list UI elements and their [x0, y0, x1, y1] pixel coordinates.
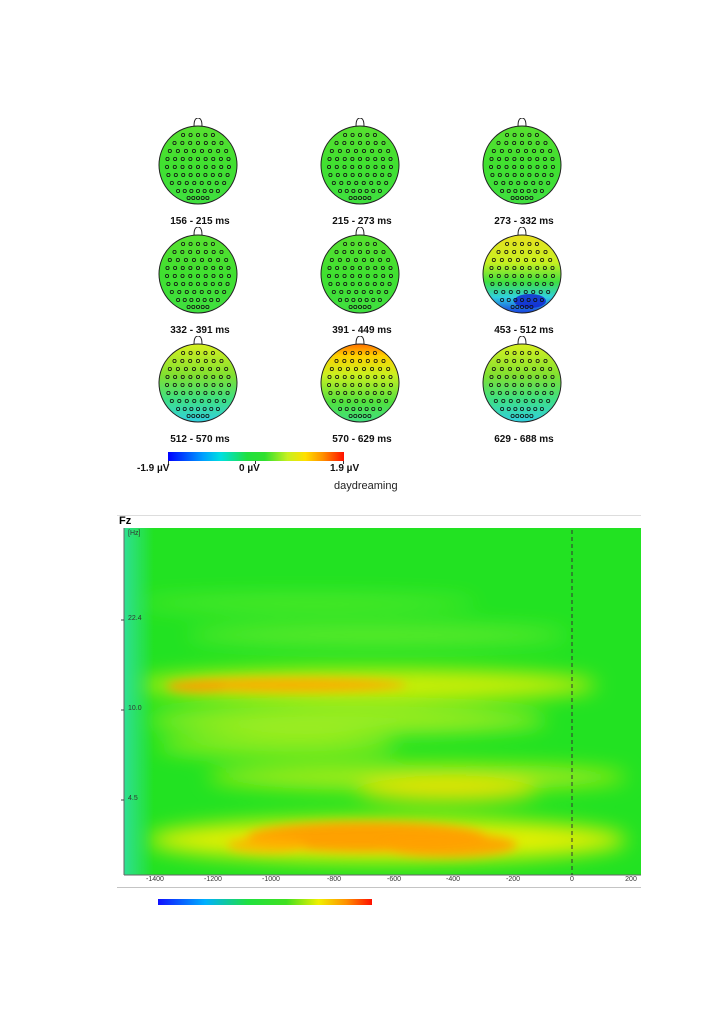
channel-label: Fz [119, 515, 132, 527]
topomap-time-label: 629 - 688 ms [494, 434, 554, 445]
topomap: 215 - 273 ms [312, 118, 412, 228]
topomap-time-label: 156 - 215 ms [170, 216, 230, 227]
colorbar-min-label: -1.9 µV [137, 463, 170, 474]
x-tick-label: -1200 [204, 876, 222, 883]
head-map [158, 118, 238, 205]
topomap-time-label: 512 - 570 ms [170, 434, 230, 445]
head-map [320, 227, 400, 314]
topomap-time-label: 453 - 512 ms [494, 325, 554, 336]
colorbar-mid-label: 0 µV [239, 463, 260, 474]
topomap: 391 - 449 ms [312, 227, 412, 337]
head-map [320, 118, 400, 205]
topomap: 156 - 215 ms [150, 118, 250, 228]
x-tick-label: 0 [570, 876, 574, 883]
topomap-time-label: 215 - 273 ms [332, 216, 392, 227]
colorbar-tick [168, 461, 169, 464]
time-frequency-plot [117, 515, 641, 888]
x-tick-label: -600 [386, 876, 402, 883]
topomap-time-label: 391 - 449 ms [332, 325, 392, 336]
x-tick-label: -200 [505, 876, 521, 883]
topomap: 512 - 570 ms [150, 336, 250, 446]
head-map [482, 227, 562, 314]
topomap: 453 - 512 ms [474, 227, 574, 337]
topomap: 629 - 688 ms [474, 336, 574, 446]
x-tick-label: 200 [625, 876, 637, 883]
colorbar-tick [255, 461, 256, 464]
head-map [482, 118, 562, 205]
head-map [158, 336, 238, 423]
topomap-grid: 156 - 215 ms 215 - 273 ms 273 - 332 ms 332 … [150, 118, 570, 453]
head-map [482, 336, 562, 423]
y-axis-ticks [121, 619, 124, 801]
topomap: 332 - 391 ms [150, 227, 250, 337]
head-map [158, 227, 238, 314]
head-map [320, 336, 400, 423]
x-tick-label: -1000 [262, 876, 280, 883]
colorbar-max-label: 1.9 µV [330, 463, 360, 474]
spectrogram-colorbar [158, 899, 372, 905]
topomap-colorbar [168, 452, 344, 461]
topomap-time-label: 570 - 629 ms [332, 434, 392, 445]
x-tick-label: -1400 [146, 876, 164, 883]
topomap-time-label: 273 - 332 ms [494, 216, 554, 227]
colorbar-tick [343, 461, 344, 464]
y-tick-label: 22.4 [128, 615, 142, 622]
topomap: 273 - 332 ms [474, 118, 574, 228]
y-tick-label: 10.0 [128, 705, 142, 712]
y-axis-unit: [Hz] [128, 530, 141, 537]
condition-label: daydreaming [334, 480, 398, 492]
x-tick-label: -400 [445, 876, 461, 883]
y-tick-label: 4.5 [128, 795, 138, 802]
topomap: 570 - 629 ms [312, 336, 412, 446]
x-tick-label: -800 [326, 876, 342, 883]
topomap-time-label: 332 - 391 ms [170, 325, 230, 336]
